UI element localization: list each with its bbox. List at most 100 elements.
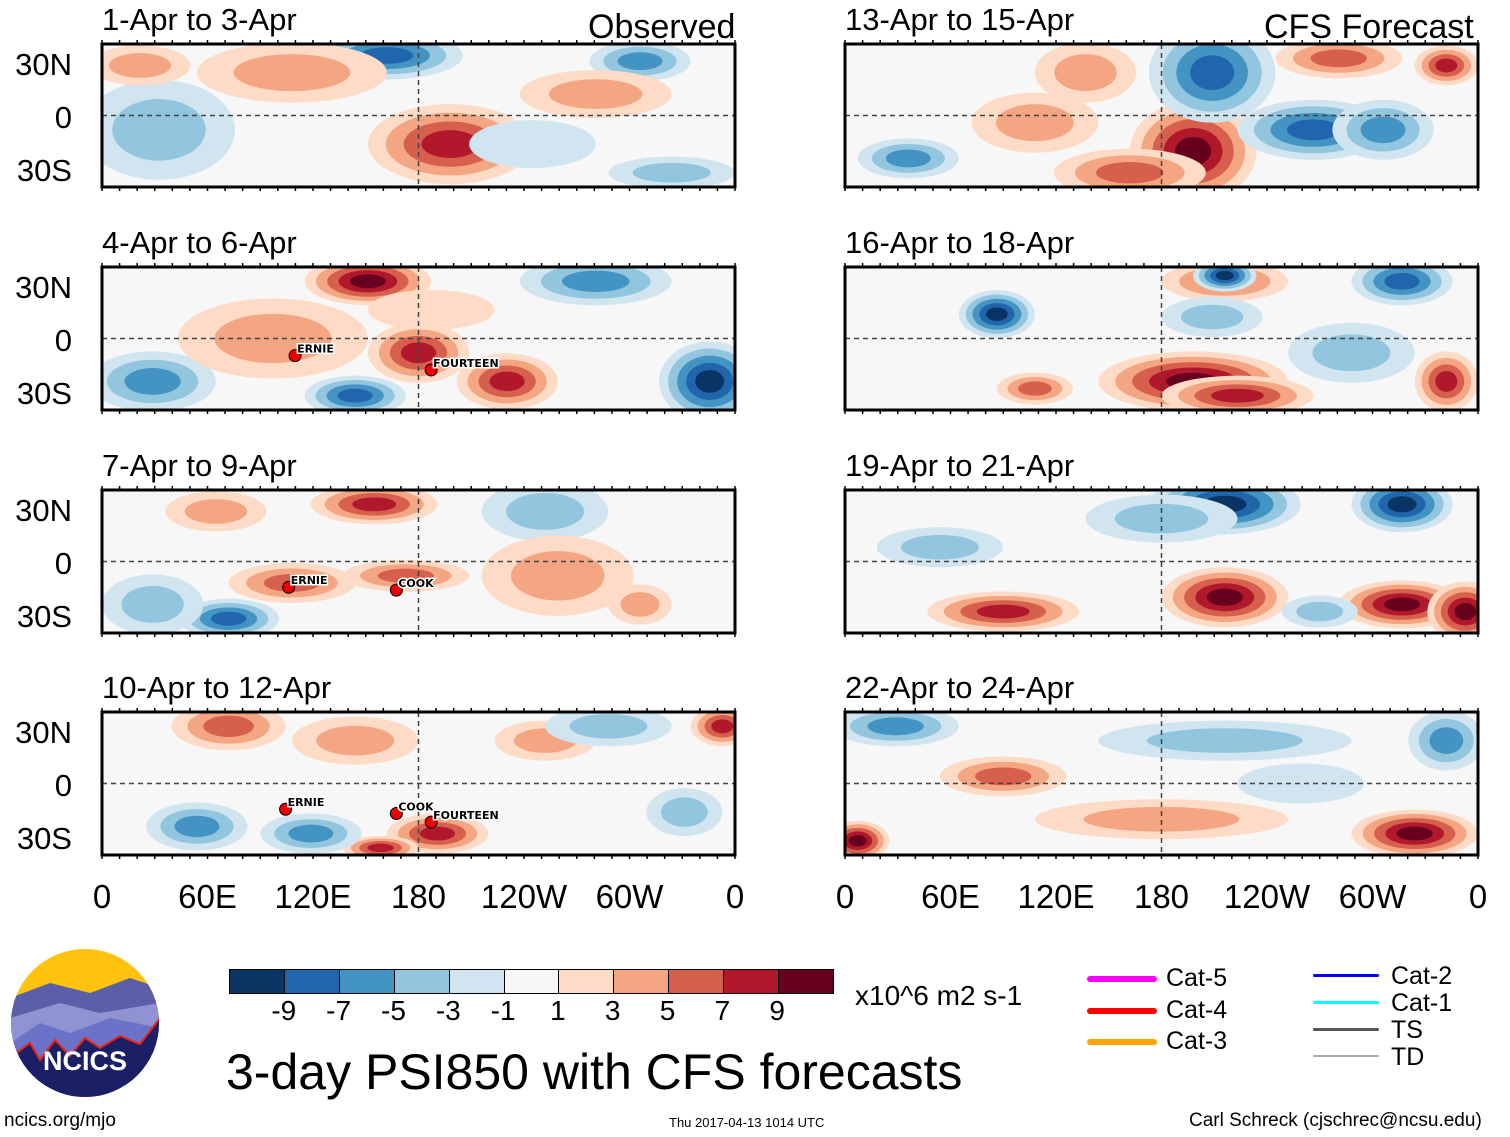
anomaly-contour xyxy=(367,843,394,853)
anomaly-contour xyxy=(1215,271,1234,281)
anomaly-contour xyxy=(1206,588,1243,606)
ncics-logo: NCICS xyxy=(11,949,159,1097)
anomaly-contour xyxy=(1083,806,1240,832)
legend-label: TS xyxy=(1391,1016,1423,1044)
anomaly-contour xyxy=(174,815,220,838)
anomaly-contour xyxy=(976,604,1030,619)
storm-label: ERNIE xyxy=(297,343,334,356)
anomaly-contour xyxy=(885,149,931,168)
colorbar-tick-label: 7 xyxy=(714,995,731,1026)
anomaly-contour xyxy=(548,79,643,109)
anomaly-contour xyxy=(1387,496,1417,513)
anomaly-contour xyxy=(337,388,373,403)
anomaly-contour xyxy=(695,369,725,393)
anomaly-contour xyxy=(617,52,663,71)
storm-marker-icon xyxy=(424,815,438,829)
footer-link[interactable]: ncics.org/mjo xyxy=(4,1110,116,1131)
anomaly-contour xyxy=(1018,381,1052,396)
storm-marker-icon xyxy=(424,363,438,377)
storm-marker-icon xyxy=(282,580,296,594)
lon-label: 60W xyxy=(595,878,664,915)
lat-label: 30S xyxy=(16,821,72,856)
anomaly-contour xyxy=(660,797,708,827)
anomaly-contour xyxy=(848,834,867,847)
anomaly-contour xyxy=(377,568,434,583)
colorbar-tick-label: 9 xyxy=(769,995,785,1026)
legend-line-cat-1 xyxy=(1313,1001,1379,1004)
colorbar-swatch xyxy=(338,970,394,993)
storm-label: FOURTEEN xyxy=(433,809,499,822)
legend-label: Cat-4 xyxy=(1166,996,1228,1024)
anomaly-contour xyxy=(112,99,206,161)
anomaly-contour xyxy=(995,104,1074,142)
anomaly-contour xyxy=(349,274,386,289)
storm-label: COOK xyxy=(398,577,434,590)
legend-line-cat-4 xyxy=(1087,1008,1157,1014)
lon-label: 60W xyxy=(1338,878,1407,915)
anomaly-contour xyxy=(711,719,734,734)
anomaly-contour xyxy=(1310,49,1367,68)
anomaly-contour xyxy=(1435,58,1458,73)
lon-label: 180 xyxy=(1133,878,1190,915)
anomaly-contour xyxy=(569,713,648,739)
anomaly-contour xyxy=(419,826,456,841)
footer-author: Carl Schreck (cjschrec@ncsu.edu) xyxy=(1189,1110,1482,1131)
lon-label: 0 xyxy=(92,878,112,915)
legend-line-cat-2 xyxy=(1313,974,1379,977)
colorbar-tick-label: -3 xyxy=(435,995,461,1026)
figure-title: 3-day PSI850 with CFS forecasts xyxy=(226,1044,963,1100)
legend-label: Cat-2 xyxy=(1391,962,1453,990)
colorbar-swatch xyxy=(230,970,284,993)
anomaly-contour xyxy=(561,270,630,292)
psi850-map-panel xyxy=(843,263,1480,414)
legend-label: Cat-5 xyxy=(1166,964,1228,992)
lon-label: 60E xyxy=(921,878,980,915)
colorbar-swatch xyxy=(448,970,504,993)
colorbar-tick-label: 3 xyxy=(604,995,621,1026)
anomaly-contour xyxy=(1146,728,1303,753)
anomaly-contour xyxy=(124,368,181,395)
legend-line-td xyxy=(1313,1055,1379,1057)
anomaly-contour xyxy=(184,499,248,524)
anomaly-contour xyxy=(1180,304,1244,330)
lat-label: 0 xyxy=(54,768,72,803)
anomaly-contour xyxy=(367,289,495,330)
legend-label: Cat-1 xyxy=(1391,989,1453,1017)
storm-marker-icon xyxy=(389,807,403,821)
storm-label: ERNIE xyxy=(288,796,325,809)
anomaly-contour xyxy=(1396,826,1433,841)
lat-label: 30S xyxy=(16,153,72,188)
colorbar-swatch xyxy=(558,970,614,993)
anomaly-contour xyxy=(1286,119,1340,141)
lon-label: 0 xyxy=(1468,878,1488,915)
anomaly-contour xyxy=(210,611,247,626)
anomaly-contour xyxy=(1237,763,1365,804)
anomaly-contour xyxy=(1384,272,1420,290)
anomaly-contour xyxy=(1096,162,1164,184)
anomaly-contour xyxy=(1429,727,1464,754)
anomaly-contour xyxy=(1190,55,1235,91)
lat-label: 30S xyxy=(16,376,72,411)
lat-label: 30N xyxy=(15,715,72,750)
lat-label: 0 xyxy=(54,100,72,135)
anomaly-contour xyxy=(469,120,596,169)
anomaly-contour xyxy=(900,534,979,560)
legend-line-cat-5 xyxy=(1087,976,1157,982)
lon-label: 60E xyxy=(178,878,237,915)
storm-label: FOURTEEN xyxy=(433,357,499,370)
anomaly-contour xyxy=(233,54,351,92)
colorbar-swatch xyxy=(393,970,449,993)
colorbar-tick-label: 1 xyxy=(550,995,566,1026)
lat-label: 0 xyxy=(54,546,72,581)
lon-label: 120W xyxy=(1223,878,1311,915)
anomaly-contour xyxy=(108,53,172,78)
panel-title: 1-Apr to 3-Apr xyxy=(102,2,297,37)
colorbar-tick-label: -9 xyxy=(271,995,297,1026)
psi850-map-panel: ERNIE COOK xyxy=(100,486,737,637)
anomaly-contour xyxy=(1454,602,1477,621)
legend-label: TD xyxy=(1391,1043,1425,1071)
colorbar xyxy=(229,969,834,994)
anomaly-contour xyxy=(1312,334,1391,372)
